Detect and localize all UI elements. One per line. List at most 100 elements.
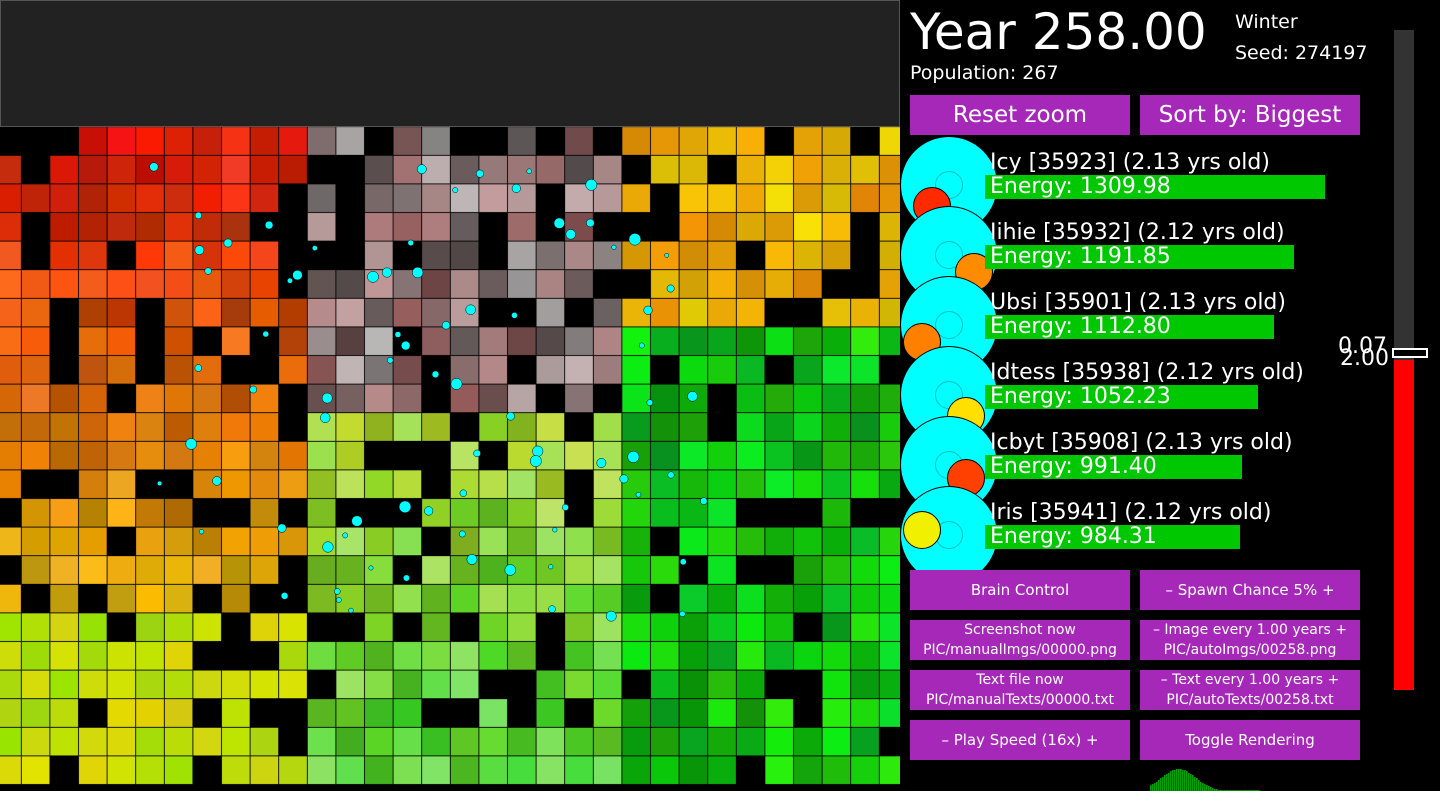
terrain-tile[interactable] (49, 412, 79, 442)
terrain-tile[interactable] (707, 269, 737, 299)
terrain-tile[interactable] (21, 183, 50, 213)
creature-dot[interactable] (431, 370, 440, 378)
terrain-tile[interactable] (49, 698, 79, 728)
terrain-tile[interactable] (164, 555, 193, 585)
creature-dot[interactable] (504, 564, 516, 576)
terrain-tile[interactable] (107, 727, 136, 756)
terrain-tile[interactable] (850, 555, 880, 585)
terrain-tile[interactable] (107, 670, 136, 699)
terrain-tile[interactable] (78, 498, 108, 528)
terrain-tile[interactable] (822, 155, 851, 184)
text-interval-button[interactable]: – Text every 1.00 years + PIC/autoTexts/… (1140, 670, 1360, 710)
creature-dot[interactable] (628, 233, 642, 246)
terrain-tile[interactable] (164, 384, 193, 413)
terrain-tile[interactable] (507, 755, 537, 785)
creature-dot[interactable] (292, 269, 303, 281)
terrain-tile[interactable] (822, 612, 851, 642)
terrain-tile[interactable] (650, 412, 680, 442)
terrain-tile[interactable] (536, 755, 565, 785)
terrain-tile[interactable] (536, 527, 565, 556)
creature-dot[interactable] (412, 266, 424, 279)
terrain-tile[interactable] (707, 755, 737, 785)
terrain-tile[interactable] (793, 469, 823, 499)
terrain-tile[interactable] (621, 755, 651, 785)
terrain-tile[interactable] (450, 441, 479, 470)
terrain-tile[interactable] (192, 727, 222, 756)
terrain-tile[interactable] (0, 441, 22, 470)
terrain-tile[interactable] (364, 755, 394, 785)
terrain-tile[interactable] (49, 612, 79, 642)
terrain-tile[interactable] (822, 441, 851, 470)
creature-dot[interactable] (398, 500, 412, 513)
terrain-tile[interactable] (364, 155, 394, 184)
terrain-tile[interactable] (478, 612, 508, 642)
creature-dot[interactable] (450, 377, 463, 390)
terrain-tile[interactable] (393, 469, 422, 499)
terrain-tile[interactable] (164, 326, 193, 356)
creature-dot[interactable] (552, 527, 558, 533)
terrain-tile[interactable] (621, 384, 651, 413)
terrain-tile[interactable] (793, 755, 823, 785)
terrain-tile[interactable] (250, 126, 279, 156)
terrain-tile[interactable] (364, 698, 394, 728)
terrain-tile[interactable] (364, 527, 394, 556)
terrain-tile[interactable] (421, 126, 451, 156)
terrain-tile[interactable] (49, 155, 79, 184)
terrain-tile[interactable] (450, 498, 479, 528)
terrain-tile[interactable] (793, 384, 823, 413)
terrain-tile[interactable] (78, 612, 108, 642)
terrain-tile[interactable] (621, 355, 651, 385)
terrain-tile[interactable] (879, 527, 900, 556)
terrain-tile[interactable] (679, 412, 708, 442)
terrain-tile[interactable] (107, 212, 136, 242)
terrain-tile[interactable] (879, 412, 900, 442)
terrain-tile[interactable] (278, 641, 308, 671)
terrain-tile[interactable] (650, 727, 680, 756)
terrain-tile[interactable] (192, 441, 222, 470)
terrain-tile[interactable] (164, 584, 193, 613)
terrain-tile[interactable] (192, 412, 222, 442)
creature-dot[interactable] (194, 364, 203, 372)
terrain-tile[interactable] (135, 498, 165, 528)
terrain-tile[interactable] (879, 670, 900, 699)
terrain-tile[interactable] (78, 241, 108, 270)
terrain-tile[interactable] (764, 612, 794, 642)
terrain-tile[interactable] (78, 727, 108, 756)
creature-dot[interactable] (321, 392, 333, 404)
terrain-tile[interactable] (650, 469, 680, 499)
terrain-tile[interactable] (822, 469, 851, 499)
terrain-tile[interactable] (564, 384, 594, 413)
terrain-tile[interactable] (192, 527, 222, 556)
terrain-tile[interactable] (393, 412, 422, 442)
terrain-tile[interactable] (679, 441, 708, 470)
terrain-tile[interactable] (564, 727, 594, 756)
terrain-tile[interactable] (850, 412, 880, 442)
terrain-tile[interactable] (679, 212, 708, 242)
terrain-tile[interactable] (78, 555, 108, 585)
terrain-tile[interactable] (78, 326, 108, 356)
terrain-tile[interactable] (107, 698, 136, 728)
terrain-tile[interactable] (593, 155, 622, 184)
terrain-tile[interactable] (879, 298, 900, 327)
terrain-tile[interactable] (822, 212, 851, 242)
terrain-tile[interactable] (221, 212, 251, 242)
terrain-tile[interactable] (764, 641, 794, 671)
terrain-tile[interactable] (879, 384, 900, 413)
terrain-tile[interactable] (335, 727, 365, 756)
terrain-tile[interactable] (564, 641, 594, 671)
terrain-tile[interactable] (250, 755, 279, 785)
terrain-tile[interactable] (564, 355, 594, 385)
terrain-tile[interactable] (307, 355, 336, 385)
terrain-tile[interactable] (450, 670, 479, 699)
terrain-tile[interactable] (107, 498, 136, 528)
terrain-tile[interactable] (679, 183, 708, 213)
terrain-tile[interactable] (850, 727, 880, 756)
terrain-tile[interactable] (621, 727, 651, 756)
creature-dot[interactable] (336, 597, 342, 603)
creature-dot[interactable] (287, 277, 293, 284)
terrain-tile[interactable] (21, 298, 50, 327)
terrain-tile[interactable] (879, 155, 900, 184)
terrain-tile[interactable] (536, 555, 565, 585)
creature-dot[interactable] (212, 476, 222, 486)
terrain-tile[interactable] (679, 698, 708, 728)
